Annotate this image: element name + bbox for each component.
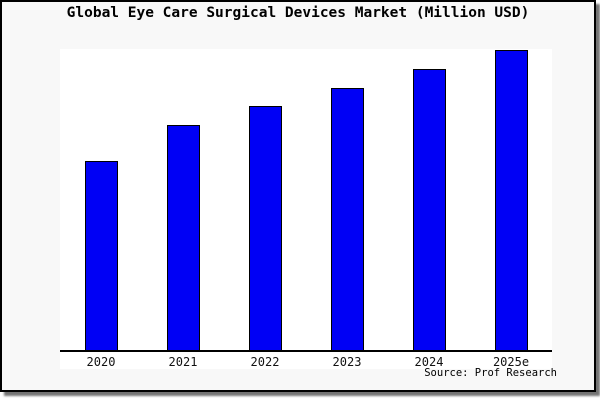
source-credit: Source: Prof Research	[424, 367, 557, 379]
x-tick-label-2022: 2022	[250, 355, 280, 369]
chart-title: Global Eye Care Surgical Devices Market …	[66, 5, 530, 21]
x-tick-label-2024: 2024	[414, 355, 444, 369]
x-tick-label-2023: 2023	[332, 355, 362, 369]
bar-2025e	[494, 49, 528, 351]
x-axis-line	[60, 350, 552, 352]
x-tick-label-2021: 2021	[168, 355, 198, 369]
bar-2021	[166, 124, 200, 351]
x-tick-label-2025e: 2025e	[492, 355, 530, 369]
bar-2022	[248, 105, 282, 351]
plot-area: 2020 2021 2022 2023 2024 2025e	[60, 49, 552, 369]
bar-2023	[330, 87, 364, 351]
x-tick-label-2020: 2020	[86, 355, 116, 369]
bar-2024	[412, 68, 446, 351]
bar-2020	[84, 161, 118, 351]
